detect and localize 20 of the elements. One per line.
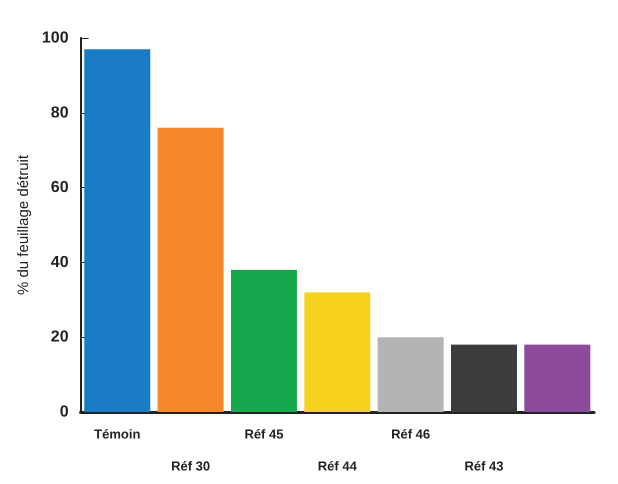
- x-tick-label: Témoin: [94, 426, 140, 442]
- x-tick-label: Réf 45: [244, 426, 284, 442]
- y-tick-label: 20: [50, 328, 69, 346]
- x-tick-label: Réf 44: [318, 458, 358, 474]
- bar: [84, 49, 150, 412]
- y-tick-label: 60: [50, 179, 69, 196]
- bar: [230, 270, 297, 412]
- x-tick-label: Réf 46: [391, 426, 430, 442]
- bar: [304, 292, 370, 412]
- y-tick-label: 100: [42, 30, 69, 46]
- bar: [158, 128, 224, 412]
- bar: [450, 344, 517, 412]
- y-tick-label: 0: [60, 404, 69, 420]
- bar: [378, 337, 444, 412]
- x-tick-label: Réf 43: [464, 458, 504, 474]
- y-axis-title: % du feuillage détruit: [15, 154, 32, 296]
- x-tick-label: Réf 30: [171, 458, 210, 474]
- y-tick-label: 40: [50, 254, 69, 271]
- y-tick-label: 80: [50, 104, 69, 122]
- bar: [524, 344, 590, 412]
